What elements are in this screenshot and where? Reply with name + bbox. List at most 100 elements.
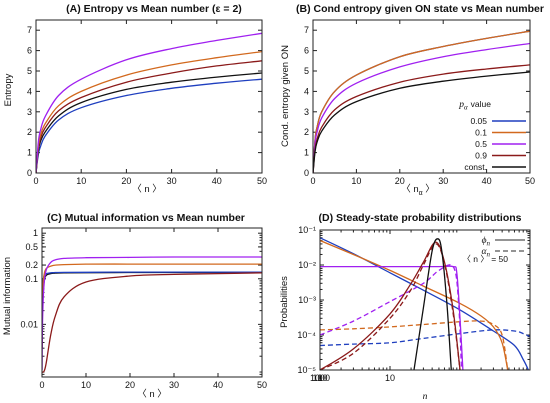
panel-d-annotation: 〈 n 〉 = 50 xyxy=(462,254,508,264)
legend-symbol: ϕ xyxy=(482,236,487,246)
series-line-1 xyxy=(36,72,262,173)
y-tick-label: 0.01 xyxy=(20,319,38,329)
y-tick-label: 3 xyxy=(304,107,309,117)
panel-a-ticks: 0 10 20 30 40 50 0 1 2 3 4 5 6 7 xyxy=(27,20,267,186)
y-tick-label: 1 xyxy=(27,148,32,158)
panel-d: (D) Steady-state probability distributio… xyxy=(279,212,531,402)
panel-d-ylabel: Probabilities xyxy=(279,276,290,328)
legend-label: 0.05 xyxy=(470,116,487,126)
panel-b-xlabel-end: 〉 xyxy=(423,184,435,195)
series-line-4 xyxy=(36,32,262,173)
legend-title-sub: α xyxy=(464,104,468,112)
panel-a-xlabel: 〈 n 〉 xyxy=(132,184,162,195)
x-tick-label: 1000 xyxy=(310,373,330,383)
panel-c-ylabel: Mutual information xyxy=(2,257,13,335)
panel-b-legend-title: pα value xyxy=(458,99,491,112)
series-line-01 xyxy=(313,30,530,173)
x-tick-label: 20 xyxy=(121,176,131,186)
series-line-4 xyxy=(320,265,464,370)
x-tick-label: 10 xyxy=(351,176,361,186)
series-line-4 xyxy=(42,272,262,373)
series-line-3 xyxy=(42,256,262,370)
legend-label: ϕn xyxy=(482,236,491,248)
panel-b-title: (B) Cond entropy given ON state vs Mean … xyxy=(296,3,544,15)
panel-c: (C) Mutual information vs Mean number Mu… xyxy=(2,212,267,400)
legend-label: 0.1 xyxy=(475,128,487,138)
y-tick-label: 3 xyxy=(27,107,32,117)
series-line-2 xyxy=(36,60,262,173)
series-line-3 xyxy=(320,320,509,370)
panel-b-plot-area xyxy=(313,30,530,173)
x-tick-label: 20 xyxy=(125,380,135,390)
panel-b-xlabel-sub: α xyxy=(419,190,423,197)
panel-c-xlabel: 〈 n 〉 xyxy=(137,389,167,400)
panel-c-plot-area xyxy=(42,256,262,373)
x-tick-label: 0 xyxy=(39,380,44,390)
series-line-8 xyxy=(413,238,452,370)
x-tick-label: 30 xyxy=(169,380,179,390)
x-tick-label: 10 xyxy=(81,380,91,390)
legend-label: αn xyxy=(482,247,491,259)
x-tick-label: 50 xyxy=(257,176,267,186)
legend-title-text: value xyxy=(471,99,492,109)
x-tick-label: 20 xyxy=(395,176,405,186)
x-tick-label: 1 xyxy=(317,373,322,383)
panel-a-title: (A) Entropy vs Mean number (ε = 2) xyxy=(66,3,242,15)
y-tick-label: 2 xyxy=(27,127,32,137)
legend-symbol: α xyxy=(482,247,488,257)
panel-a-ylabel: Entropy xyxy=(3,73,14,106)
x-tick-label: 0 xyxy=(310,176,315,186)
legend-label: 0.5 xyxy=(475,139,487,149)
legend-sub: n xyxy=(487,240,491,248)
x-tick-label: 100 xyxy=(312,373,327,383)
y-tick-label: 10⁻¹ xyxy=(298,225,316,235)
panel-b-xlabel-main: 〈 n xyxy=(401,184,418,195)
y-tick-label: 10⁻⁴ xyxy=(297,330,316,340)
series-line-1 xyxy=(42,271,262,321)
panel-a-frame xyxy=(35,19,263,174)
series-line-1 xyxy=(320,329,530,347)
series-line-05 xyxy=(313,42,530,173)
panel-c-frame xyxy=(41,227,263,378)
panel-c-title: (C) Mutual information vs Mean number xyxy=(47,212,245,224)
y-tick-label: 0.5 xyxy=(25,242,38,252)
series-line-0 xyxy=(42,271,262,349)
panel-b-ylabel: Cond. entropy given ON xyxy=(280,45,291,147)
x-tick-label: 40 xyxy=(482,176,492,186)
y-tick-label: 2 xyxy=(304,127,309,137)
y-tick-label: 6 xyxy=(27,46,32,56)
legend-label: 0.9 xyxy=(475,151,487,161)
x-tick-label: 10 xyxy=(76,176,86,186)
series-line-3 xyxy=(36,50,262,173)
y-tick-label: 7 xyxy=(304,25,309,35)
y-tick-label: 4 xyxy=(27,86,32,96)
y-tick-label: 6 xyxy=(304,46,309,56)
y-tick-label: 0 xyxy=(27,168,32,178)
legend-label: const. xyxy=(464,162,487,172)
x-tick-label: 30 xyxy=(167,176,177,186)
y-tick-label: 10⁻² xyxy=(298,260,316,270)
series-line-5 xyxy=(320,264,463,370)
y-tick-label: 4 xyxy=(304,86,309,96)
x-tick-label: 40 xyxy=(213,380,223,390)
legend-sub: n xyxy=(487,251,491,259)
x-tick-label: 10 xyxy=(385,373,395,383)
y-tick-label: 0.1 xyxy=(25,274,38,284)
series-line-09 xyxy=(313,64,530,173)
y-tick-label: 10⁻³ xyxy=(298,295,316,305)
y-tick-label: 1 xyxy=(33,228,38,238)
series-line-const xyxy=(313,71,530,173)
series-line-6 xyxy=(320,241,461,370)
panel-a: (A) Entropy vs Mean number (ε = 2) Entro… xyxy=(3,3,267,195)
y-tick-label: 0 xyxy=(304,168,309,178)
series-line-7 xyxy=(320,243,461,370)
y-tick-label: 7 xyxy=(27,25,32,35)
series-line-2 xyxy=(42,263,262,349)
y-tick-label: 10⁻⁵ xyxy=(298,365,317,375)
